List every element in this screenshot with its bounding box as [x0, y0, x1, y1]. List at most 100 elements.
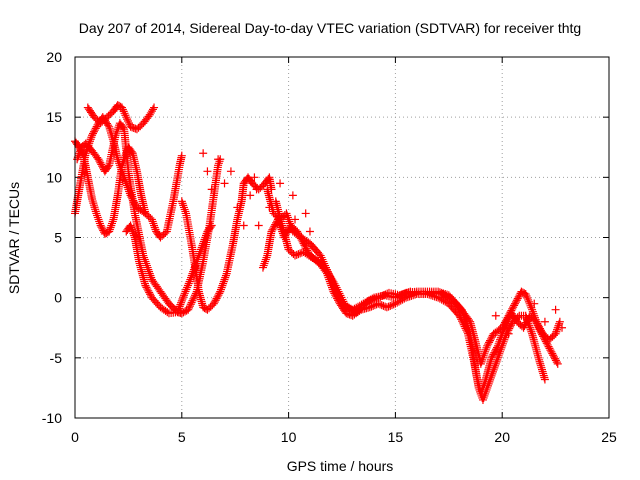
data-point — [150, 223, 159, 232]
data-point — [89, 127, 98, 136]
data-point — [439, 296, 448, 305]
data-point — [175, 302, 184, 311]
data-point — [496, 335, 505, 344]
data-point — [176, 300, 185, 309]
data-point — [486, 334, 495, 343]
data-point — [476, 359, 485, 368]
data-point — [207, 221, 216, 230]
data-point — [141, 209, 150, 218]
data-series — [71, 101, 567, 404]
data-point — [478, 353, 487, 362]
data-point — [365, 296, 374, 305]
data-point — [333, 285, 342, 294]
data-point — [521, 320, 530, 329]
data-point — [184, 305, 193, 314]
data-point — [522, 318, 531, 327]
data-point — [252, 185, 261, 194]
data-point — [513, 294, 522, 303]
data-point — [294, 250, 303, 259]
data-point — [210, 297, 219, 306]
data-point — [96, 221, 105, 230]
data-point — [551, 329, 560, 338]
data-point — [120, 109, 129, 118]
data-point — [202, 231, 211, 240]
data-point — [90, 126, 99, 135]
data-point — [201, 233, 210, 242]
data-point — [119, 157, 128, 166]
x-axis-label: GPS time / hours — [287, 458, 394, 474]
data-point — [301, 209, 310, 218]
y-tick-label: -5 — [50, 350, 63, 366]
data-point — [504, 329, 513, 338]
data-point — [268, 225, 277, 234]
data-point — [254, 221, 263, 230]
data-point — [206, 222, 215, 231]
data-point — [501, 319, 510, 328]
y-tick-label: 20 — [46, 49, 62, 65]
data-point — [524, 295, 533, 304]
data-point — [317, 253, 326, 262]
data-point — [511, 299, 520, 308]
data-point — [122, 179, 131, 188]
data-point — [503, 315, 512, 324]
data-point — [547, 347, 556, 356]
data-point — [261, 257, 270, 266]
data-point — [216, 287, 225, 296]
data-point — [88, 197, 97, 206]
data-point — [123, 115, 132, 124]
data-point — [509, 303, 518, 312]
data-point — [524, 297, 533, 306]
x-tick-label: 5 — [178, 429, 186, 445]
data-point — [464, 323, 473, 332]
data-point — [200, 235, 209, 244]
data-point — [88, 131, 97, 140]
data-point — [214, 291, 223, 300]
data-point — [119, 123, 128, 132]
data-point — [532, 317, 541, 326]
data-point — [91, 207, 100, 216]
data-point — [286, 221, 295, 230]
data-point — [283, 213, 292, 222]
data-point — [181, 207, 190, 216]
data-point — [173, 308, 182, 317]
data-point — [180, 289, 189, 298]
data-point — [440, 291, 449, 300]
data-point — [506, 322, 515, 331]
data-point — [514, 292, 523, 301]
data-point — [553, 359, 562, 368]
y-tick-label: 15 — [46, 109, 62, 125]
data-point — [530, 299, 539, 308]
data-point — [179, 203, 188, 212]
data-point — [464, 325, 473, 334]
series-arc3 — [71, 137, 150, 238]
data-point — [367, 296, 376, 305]
data-point — [117, 103, 126, 112]
data-point — [220, 275, 229, 284]
data-point — [438, 290, 447, 299]
data-point — [498, 327, 507, 336]
data-point — [88, 194, 97, 203]
x-tick-labels: 0 5 10 15 20 25 — [71, 429, 617, 445]
x-tick-label: 15 — [388, 429, 404, 445]
data-point — [187, 271, 196, 280]
data-point — [510, 301, 519, 310]
data-point — [146, 271, 155, 280]
data-point — [179, 293, 188, 302]
data-point — [239, 221, 248, 230]
data-point — [112, 129, 121, 138]
data-point — [368, 295, 377, 304]
data-point — [221, 273, 230, 282]
data-point — [374, 293, 383, 302]
data-point — [184, 279, 193, 288]
data-point — [219, 277, 228, 286]
data-point — [528, 305, 537, 314]
data-point — [181, 287, 190, 296]
data-point — [337, 293, 346, 302]
data-point — [151, 225, 160, 234]
data-point — [203, 167, 212, 176]
data-point — [143, 263, 152, 272]
y-tick-label: 10 — [46, 169, 62, 185]
data-point — [89, 201, 98, 210]
data-point — [144, 286, 153, 295]
data-point — [386, 301, 395, 310]
